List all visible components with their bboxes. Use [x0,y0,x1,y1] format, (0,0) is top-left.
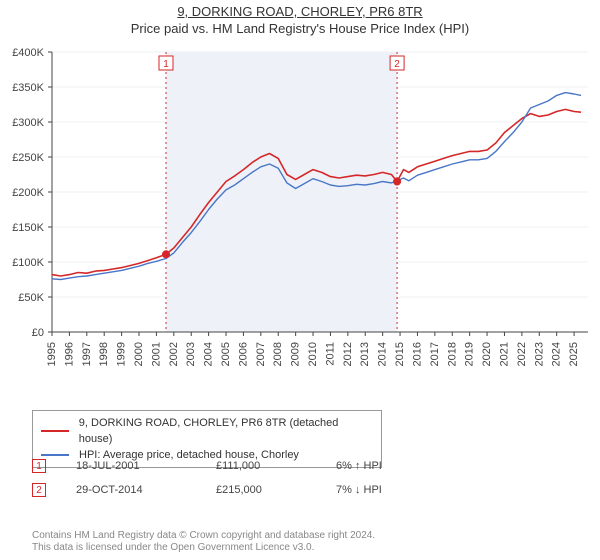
sale-row: 2 29-OCT-2014£215,0007% ↓ HPI [32,478,572,502]
svg-text:£0: £0 [32,327,44,339]
sale-date: 18-JUL-2001 [76,460,216,472]
svg-text:2014: 2014 [377,342,389,366]
svg-text:2015: 2015 [394,342,406,366]
svg-text:£350K: £350K [12,82,44,94]
svg-text:2022: 2022 [516,342,528,366]
sale-marker: 2 [32,483,46,497]
svg-text:2005: 2005 [220,342,232,366]
svg-text:£400K: £400K [12,47,44,59]
svg-text:2021: 2021 [498,342,510,366]
svg-text:2012: 2012 [342,342,354,366]
title-subtitle: Price paid vs. HM Land Registry's House … [0,21,600,36]
svg-text:1997: 1997 [81,342,93,366]
svg-text:2018: 2018 [446,342,458,366]
chart-area: £0 £50K £100K £150K £200K £250K £300K £350K £400… [0,42,600,402]
svg-text:1: 1 [163,59,169,70]
svg-text:2010: 2010 [307,342,319,366]
svg-text:2016: 2016 [411,342,423,366]
svg-text:2013: 2013 [359,342,371,366]
svg-text:£100K: £100K [12,257,44,269]
svg-text:2023: 2023 [533,342,545,366]
svg-text:2000: 2000 [133,342,145,366]
svg-text:£250K: £250K [12,152,44,164]
svg-text:1996: 1996 [63,342,75,366]
sale-price: £215,000 [216,484,336,496]
svg-text:2024: 2024 [551,342,563,366]
legend-item: 9, DORKING ROAD, CHORLEY, PR6 8TR (detac… [41,415,373,447]
price-chart: £0 £50K £100K £150K £200K £250K £300K £350K £400… [0,42,600,402]
svg-text:2007: 2007 [255,342,267,366]
sale-delta: 6% ↑ HPI [336,460,436,472]
legend-label: 9, DORKING ROAD, CHORLEY, PR6 8TR (detac… [79,415,373,447]
svg-text:2017: 2017 [429,342,441,366]
svg-text:2001: 2001 [150,342,162,366]
svg-text:2008: 2008 [272,342,284,366]
title-address: 9, DORKING ROAD, CHORLEY, PR6 8TR [0,4,600,19]
sale-date: 29-OCT-2014 [76,484,216,496]
page-container: 9, DORKING ROAD, CHORLEY, PR6 8TR Price … [0,0,600,560]
footer-line2: This data is licensed under the Open Gov… [32,542,572,554]
svg-text:1999: 1999 [116,342,128,366]
sale-marker: 1 [32,459,46,473]
svg-text:1998: 1998 [98,342,110,366]
sale-delta: 7% ↓ HPI [336,484,436,496]
svg-text:2011: 2011 [324,342,336,366]
sales-table: 1 18-JUL-2001£111,0006% ↑ HPI 2 29-OCT-2014… [32,454,572,502]
svg-text:£200K: £200K [12,187,44,199]
svg-text:2020: 2020 [481,342,493,366]
svg-text:2: 2 [394,59,400,70]
sale-row: 1 18-JUL-2001£111,0006% ↑ HPI [32,454,572,478]
svg-text:2002: 2002 [168,342,180,366]
svg-text:£50K: £50K [18,292,44,304]
svg-text:2004: 2004 [203,342,215,366]
legend-swatch [41,430,69,432]
svg-text:1995: 1995 [46,342,58,366]
svg-text:£300K: £300K [12,117,44,129]
footer: Contains HM Land Registry data © Crown c… [32,530,572,554]
svg-text:2019: 2019 [464,342,476,366]
footer-line1: Contains HM Land Registry data © Crown c… [32,530,572,542]
svg-text:£150K: £150K [12,222,44,234]
svg-text:2009: 2009 [290,342,302,366]
title-block: 9, DORKING ROAD, CHORLEY, PR6 8TR Price … [0,0,600,36]
svg-text:2025: 2025 [568,342,580,366]
svg-text:2003: 2003 [185,342,197,366]
sale-price: £111,000 [216,460,336,472]
svg-text:2006: 2006 [237,342,249,366]
